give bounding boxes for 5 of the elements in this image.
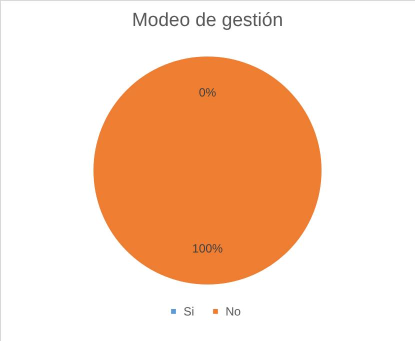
legend-label: Si (184, 304, 194, 318)
text: 0% (198, 85, 216, 100)
chart-title: Modeo de gestión (132, 10, 284, 31)
legend-label: No (226, 304, 242, 318)
data-label: 100% (192, 242, 224, 256)
